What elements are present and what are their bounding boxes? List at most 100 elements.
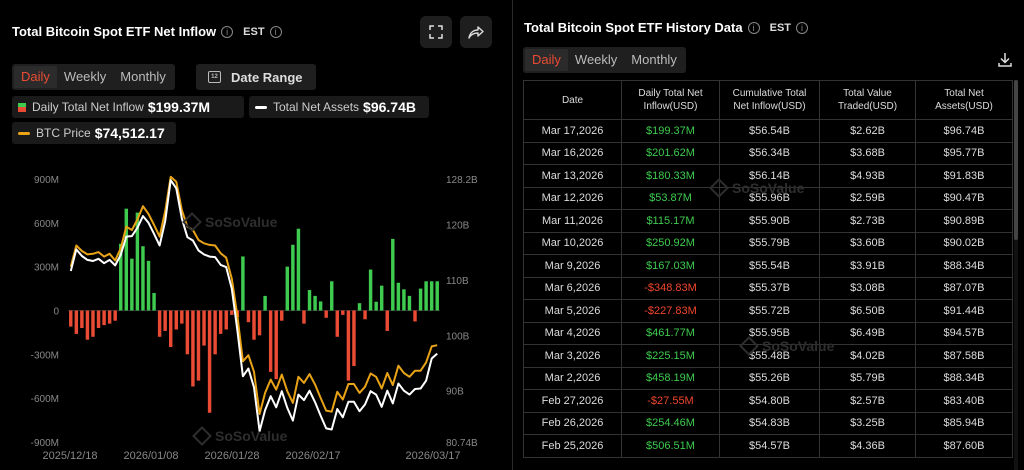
- legend-total-net-assets[interactable]: Total Net Assets $96.74B: [249, 96, 429, 118]
- table-cell: $83.40B: [915, 389, 1013, 413]
- inflow-bar: [280, 310, 284, 321]
- download-icon[interactable]: [997, 52, 1013, 68]
- table-cell: $6.50B: [819, 299, 916, 323]
- x-axis-tick: 2026/01/08: [123, 450, 178, 462]
- table-cell: $87.60B: [915, 434, 1013, 458]
- table-row: Feb 25,2026 $506.51M $54.57B $4.36B $87.60B: [523, 434, 1013, 458]
- history-table: Date Daily Total Net Inflow(USD) Cumulat…: [523, 80, 1013, 458]
- inflow-bar: [207, 310, 212, 413]
- inflow-bar: [157, 310, 162, 337]
- inflow-bar: [152, 292, 156, 311]
- inflow-bar: [330, 281, 334, 311]
- history-info-icon[interactable]: i: [747, 21, 760, 34]
- table-cell: -$27.55M: [621, 389, 720, 413]
- tab-monthly[interactable]: Monthly: [120, 69, 166, 84]
- legend-daily-inflow[interactable]: Daily Total Net Inflow $199.37M: [12, 96, 244, 118]
- table-cell: $94.57B: [915, 321, 1013, 345]
- table-cell: -$348.83M: [621, 276, 720, 300]
- table-cell: Mar 3,2026: [523, 344, 622, 368]
- x-axis-tick: 2026/01/28: [204, 450, 259, 462]
- inflow-bar: [230, 310, 234, 315]
- legend-btc-value: $74,512.17: [94, 125, 165, 141]
- table-cell: $3.08B: [819, 276, 916, 300]
- column-header-daily-inflow[interactable]: Daily Total Net Inflow(USD): [621, 80, 720, 120]
- tab-weekly[interactable]: Weekly: [63, 69, 107, 84]
- inflow-bar: [107, 310, 112, 324]
- inflow-bar: [385, 310, 389, 331]
- btc-swatch: [18, 131, 30, 135]
- history-timezone-info-icon[interactable]: i: [796, 21, 809, 34]
- table-cell: $115.17M: [621, 209, 720, 233]
- legend-inflow-label: Daily Total Net Inflow: [32, 100, 144, 114]
- table-cell: $87.07B: [915, 276, 1013, 300]
- date-range-button[interactable]: 12 Date Range: [196, 64, 316, 90]
- table-cell: Feb 26,2026: [523, 411, 622, 435]
- left-axis-tick: -900M: [31, 438, 59, 449]
- column-header-date[interactable]: Date: [523, 80, 622, 120]
- inflow-bar: [374, 301, 378, 311]
- table-cell: $201.62M: [621, 141, 720, 165]
- scrollbar-thumb[interactable]: [1014, 80, 1018, 240]
- table-cell: Mar 9,2026: [523, 254, 622, 278]
- inflow-bar: [391, 238, 395, 311]
- inflow-bar: [302, 310, 306, 324]
- inflow-bar: [318, 301, 323, 311]
- legend-btc-price[interactable]: BTC Price $74,512.17: [12, 122, 176, 144]
- table-cell: $4.02B: [819, 344, 916, 368]
- history-tab-monthly[interactable]: Monthly: [631, 52, 677, 67]
- table-cell: $90.02B: [915, 231, 1013, 255]
- share-button[interactable]: [460, 16, 492, 48]
- table-scrollbar[interactable]: [1014, 80, 1018, 470]
- timezone-info-icon[interactable]: i: [269, 25, 282, 38]
- legend-assets-value: $96.74B: [363, 99, 416, 115]
- table-cell: $55.54B: [719, 254, 820, 278]
- table-cell: Mar 5,2026: [523, 299, 622, 323]
- history-tab-daily[interactable]: Daily: [525, 49, 568, 71]
- table-cell: $180.33M: [621, 164, 720, 188]
- table-cell: $6.49B: [819, 321, 916, 345]
- inflow-bar: [102, 310, 106, 326]
- inflow-bar: [135, 212, 140, 311]
- inflow-bar: [163, 310, 167, 331]
- table-cell: $91.44B: [915, 299, 1013, 323]
- inflow-bar: [174, 310, 178, 330]
- table-cell: Mar 10,2026: [523, 231, 622, 255]
- net-inflow-title-row: Total Bitcoin Spot ETF Net Inflow i EST …: [12, 24, 282, 39]
- history-tab-weekly[interactable]: Weekly: [574, 52, 618, 67]
- table-row: Mar 9,2026 $167.03M $55.54B $3.91B $88.34B: [523, 254, 1013, 278]
- left-axis-tick: 300M: [34, 263, 59, 274]
- table-row: Feb 27,2026 -$27.55M $54.80B $2.57B $83.40B: [523, 389, 1013, 413]
- table-cell: $5.79B: [819, 366, 916, 390]
- inflow-bar: [352, 310, 356, 367]
- table-row: Mar 17,2026 $199.37M $56.54B $2.62B $96.74B: [523, 119, 1013, 143]
- inflow-bar: [313, 295, 317, 311]
- total-net-assets-line: [69, 179, 438, 433]
- column-header-cumulative[interactable]: Cumulative Total Net Inflow(USD): [719, 80, 820, 120]
- left-axis-tick: 0: [53, 307, 59, 318]
- tab-daily[interactable]: Daily: [14, 66, 57, 88]
- left-axis-tick: -600M: [31, 394, 59, 405]
- fullscreen-button[interactable]: [420, 16, 452, 48]
- right-axis-tick: 100B: [446, 331, 470, 342]
- info-icon[interactable]: i: [221, 25, 234, 38]
- inflow-bar: [413, 310, 417, 322]
- table-cell: $56.14B: [719, 164, 820, 188]
- history-table-container: Date Daily Total Net Inflow(USD) Cumulat…: [523, 80, 1013, 458]
- inflow-bar: [141, 246, 145, 311]
- column-header-value-traded[interactable]: Total Value Traded(USD): [819, 80, 916, 120]
- table-cell: Mar 17,2026: [523, 119, 622, 143]
- inflow-bar: [402, 289, 406, 311]
- inflow-bar: [263, 295, 267, 311]
- inflow-bar: [91, 310, 95, 337]
- inflow-bar: [124, 208, 129, 311]
- table-cell: $2.59B: [819, 186, 916, 210]
- table-cell: $56.34B: [719, 141, 820, 165]
- history-title-row: Total Bitcoin Spot ETF History Data i ES…: [524, 20, 809, 35]
- left-axis-tick: 900M: [34, 175, 59, 186]
- table-row: Mar 6,2026 -$348.83M $55.37B $3.08B $87.07B: [523, 276, 1013, 300]
- inflow-bar: [296, 228, 301, 311]
- net-inflow-chart[interactable]: 900M 600M 300M 0 -300M -600M -900M 128.2B 120B 11…: [0, 165, 512, 470]
- column-header-net-assets[interactable]: Total Net Assets(USD): [915, 80, 1013, 120]
- inflow-bar: [268, 310, 273, 372]
- inflow-bar: [213, 310, 217, 355]
